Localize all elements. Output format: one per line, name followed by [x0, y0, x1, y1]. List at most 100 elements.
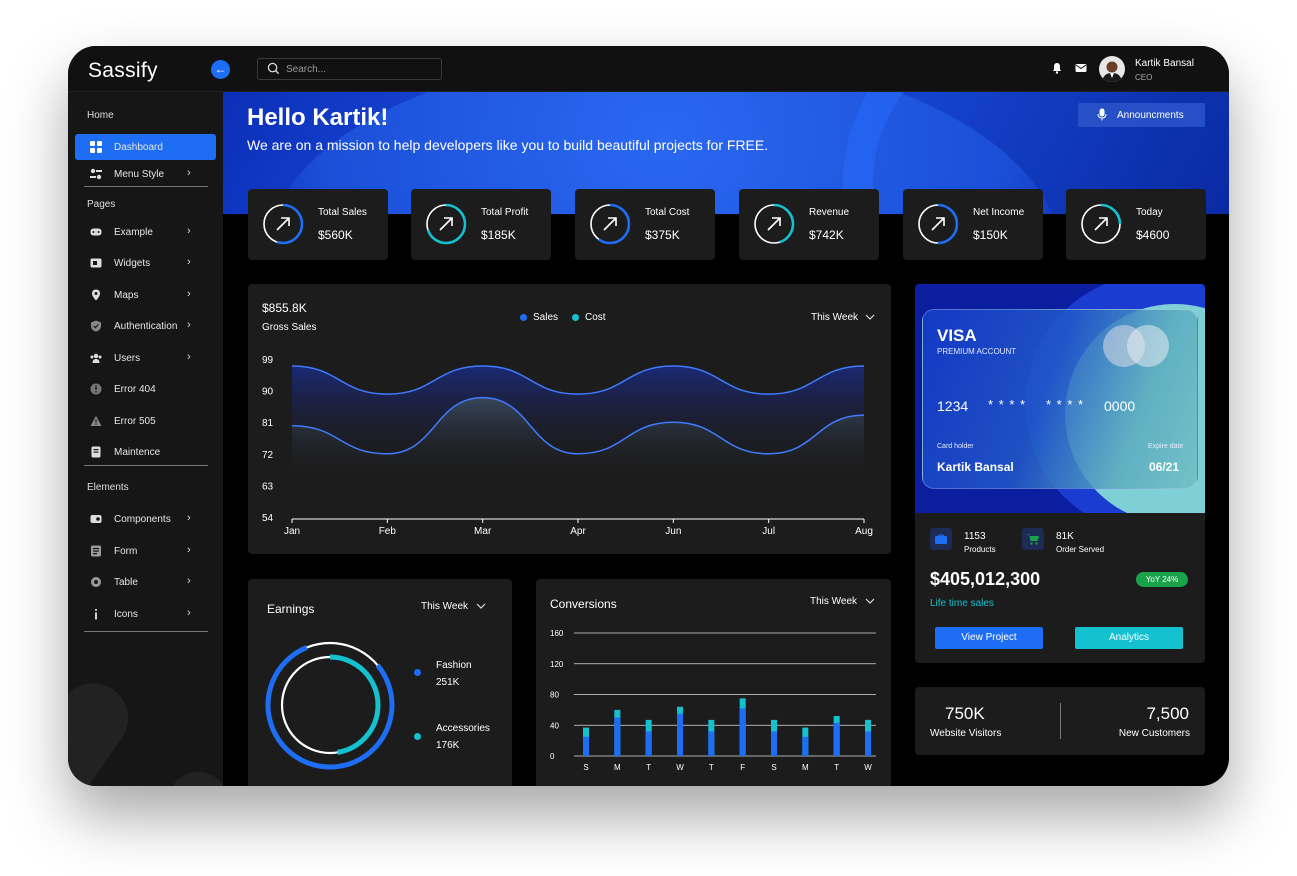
chevron-right-icon: ›: [187, 575, 191, 587]
search-box[interactable]: [257, 58, 442, 80]
gross-sales-label: Gross Sales: [262, 322, 317, 333]
avatar[interactable]: [1099, 56, 1125, 82]
chevron-down-icon[interactable]: [865, 597, 875, 605]
x-tick-label: W: [676, 763, 684, 772]
chevron-down-icon[interactable]: [865, 313, 875, 321]
y-tick-label: 54: [262, 513, 274, 524]
bar: [771, 731, 777, 756]
sidebar-item-table[interactable]: Table ›: [75, 569, 216, 595]
user-avatar-icon: [1102, 61, 1122, 82]
card-number-part: 0000: [1104, 398, 1136, 414]
sidebar-item-maintence[interactable]: Maintence: [75, 439, 216, 465]
top-bar: Sassify ← Kartik Bansal CEO: [68, 46, 1229, 92]
legend-accessories-label: Accessories: [436, 723, 490, 734]
bar: [708, 731, 715, 756]
stat-card[interactable]: Net Income $150K: [903, 189, 1043, 260]
sidebar-item-label: Form: [114, 546, 138, 557]
bar: [802, 736, 809, 756]
legend-accessories-value: 176K: [436, 740, 460, 751]
bar: [739, 708, 746, 756]
y-tick-label: 81: [262, 418, 274, 429]
legend-fashion-label: Fashion: [436, 660, 472, 671]
cart-icon: [1027, 534, 1039, 545]
bar: [865, 731, 871, 756]
chevron-right-icon: ›: [187, 319, 191, 331]
stat-title: Today: [1136, 207, 1163, 218]
sidebar-item-authentication[interactable]: Authentication ›: [75, 313, 216, 339]
search-input[interactable]: [286, 62, 436, 77]
y-tick-label: 99: [262, 355, 274, 366]
stat-card[interactable]: Total Cost $375K: [575, 189, 715, 260]
legend-cost-dot: [572, 314, 579, 321]
x-tick-label: T: [834, 763, 839, 772]
x-tick-label: S: [583, 763, 588, 772]
bar: [583, 736, 589, 756]
sidebar-item-widgets[interactable]: Widgets ›: [75, 250, 216, 276]
legend-fashion-value: 251K: [436, 677, 460, 688]
y-tick-label: 72: [262, 450, 274, 461]
y-tick-label: 90: [262, 387, 274, 398]
stat-card[interactable]: Revenue $742K: [739, 189, 879, 260]
stat-card[interactable]: Total Profit $185K: [411, 189, 551, 260]
sidebar-item-label: Maps: [114, 290, 139, 301]
sidebar-item-users[interactable]: Users ›: [75, 345, 216, 371]
app-logo[interactable]: Sassify: [88, 59, 158, 82]
gross-sales-period-select[interactable]: This Week: [811, 312, 859, 323]
x-tick-label: M: [614, 763, 621, 772]
sidebar-item-label: Icons: [114, 609, 138, 620]
sidebar-item-label: Example: [114, 227, 153, 238]
sidebar-item-maps[interactable]: Maps ›: [75, 282, 216, 308]
website-visitors-label: Website Visitors: [930, 728, 1002, 739]
orders-label: Order Served: [1056, 545, 1105, 554]
user-name[interactable]: Kartik Bansal: [1135, 58, 1194, 69]
x-tick-label: Jun: [665, 526, 681, 537]
bar: [833, 722, 840, 756]
credit-card[interactable]: VISA PREMIUM ACCOUNT 1234 * * * * * * * …: [922, 309, 1198, 489]
series-area-cost: [292, 397, 864, 472]
announcements-button[interactable]: Announcments: [1078, 103, 1205, 127]
card-account-type: PREMIUM ACCOUNT: [937, 347, 1017, 356]
y-tick-label: 40: [550, 721, 559, 730]
sidebar-item-dashboard[interactable]: Dashboard: [75, 134, 216, 160]
conversions-panel: Conversions This Week 160 120 80 40 0 S M T W T F S…: [536, 579, 891, 786]
arrow-up-right-icon: [1094, 217, 1108, 231]
error-circle-icon: [90, 383, 102, 395]
bell-icon[interactable]: [1051, 62, 1063, 74]
bar: [614, 717, 621, 756]
stat-value: $560K: [318, 228, 353, 242]
conversions-period-select[interactable]: This Week: [810, 596, 858, 607]
arrow-up-right-icon: [439, 217, 453, 231]
stat-card[interactable]: Total Sales $560K: [248, 189, 388, 260]
mail-icon[interactable]: [1075, 62, 1087, 74]
arrow-up-right-icon: [603, 217, 617, 231]
x-tick-label: F: [740, 763, 745, 772]
chevron-down-icon[interactable]: [476, 602, 486, 610]
sidebar-item-form[interactable]: Form ›: [75, 538, 216, 564]
stat-card[interactable]: Today $4600: [1066, 189, 1206, 260]
chevron-right-icon: ›: [187, 351, 191, 363]
stat-value: $150K: [973, 228, 1008, 242]
component-icon: [90, 515, 102, 523]
collapse-sidebar-button[interactable]: ←: [211, 60, 230, 79]
view-project-button[interactable]: View Project: [935, 627, 1043, 649]
sidebar-item-menu-style[interactable]: Menu Style ›: [75, 161, 216, 187]
stat-value: $742K: [809, 228, 844, 242]
x-tick-label: W: [864, 763, 872, 772]
progress-ring: [425, 203, 467, 245]
card-number-part: * * * *: [988, 397, 1027, 412]
stat-title: Total Profit: [481, 207, 529, 218]
earnings-title: Earnings: [267, 602, 315, 616]
earnings-period-select[interactable]: This Week: [421, 601, 469, 612]
analytics-button[interactable]: Analytics: [1075, 627, 1183, 649]
stat-title: Revenue: [809, 207, 850, 218]
sidebar-item-components[interactable]: Components ›: [75, 506, 216, 532]
sidebar-item-error-404[interactable]: Error 404: [75, 376, 216, 402]
progress-ring: [262, 203, 304, 245]
legend-sales-dot: [520, 314, 527, 321]
page-subtitle: We are on a mission to help developers l…: [247, 137, 769, 153]
sidebar-item-error-505[interactable]: Error 505: [75, 408, 216, 434]
form-icon: [91, 545, 101, 557]
sidebar-item-example[interactable]: Example ›: [75, 219, 216, 245]
sidebar-item-icons[interactable]: Icons ›: [75, 601, 216, 627]
sidebar: Home Dashboard Menu Style › Pages Exampl…: [68, 92, 223, 786]
